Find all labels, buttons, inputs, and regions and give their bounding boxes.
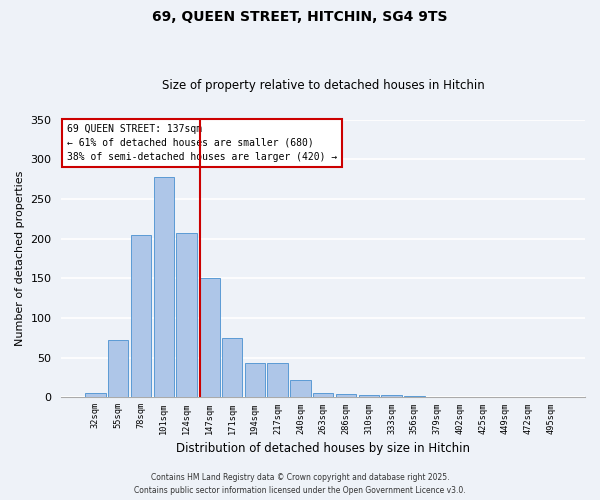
Text: 69 QUEEN STREET: 137sqm
← 61% of detached houses are smaller (680)
38% of semi-d: 69 QUEEN STREET: 137sqm ← 61% of detache… [67, 124, 337, 162]
Bar [108, 340, 128, 398]
Bar [313, 392, 334, 398]
Bar [85, 392, 106, 398]
Text: 69, QUEEN STREET, HITCHIN, SG4 9TS: 69, QUEEN STREET, HITCHIN, SG4 9TS [152, 10, 448, 24]
Text: Contains HM Land Registry data © Crown copyright and database right 2025.
Contai: Contains HM Land Registry data © Crown c… [134, 474, 466, 495]
Bar [290, 380, 311, 398]
Bar [359, 395, 379, 398]
Y-axis label: Number of detached properties: Number of detached properties [15, 170, 25, 346]
Bar [541, 396, 561, 398]
Bar [222, 338, 242, 398]
Bar [131, 234, 151, 398]
Bar [495, 396, 515, 398]
Bar [336, 394, 356, 398]
Bar [154, 176, 174, 398]
Bar [268, 363, 288, 398]
Bar [245, 363, 265, 398]
Title: Size of property relative to detached houses in Hitchin: Size of property relative to detached ho… [162, 79, 485, 92]
X-axis label: Distribution of detached houses by size in Hitchin: Distribution of detached houses by size … [176, 442, 470, 455]
Bar [381, 395, 402, 398]
Bar [404, 396, 425, 398]
Bar [176, 233, 197, 398]
Bar [427, 396, 448, 398]
Bar [199, 278, 220, 398]
